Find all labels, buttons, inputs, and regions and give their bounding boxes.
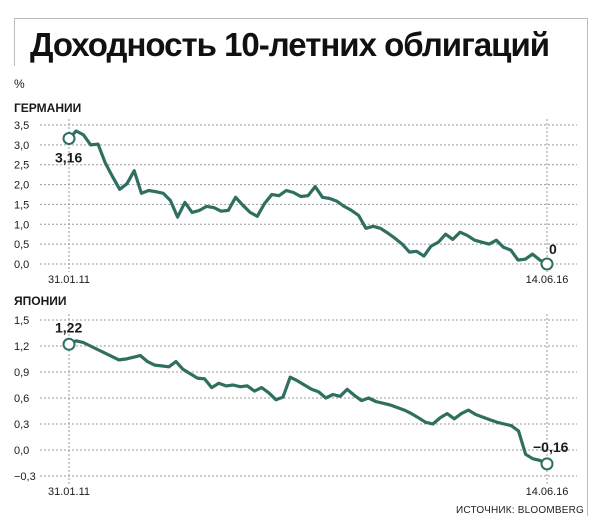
chart-title: Доходность 10-летних облигаций [30,26,550,63]
chart-1-y-tick-label: 3,0 [14,140,29,152]
chart-2-y-tick-label: 1,2 [14,341,29,353]
chart-1-series-line [67,129,549,266]
unit-label: % [14,77,25,91]
chart-2-y-tick-label: 0,9 [14,367,29,379]
chart-1-y-tick-label: 1,5 [14,199,29,211]
chart-1-y-tick-label: 1,0 [14,219,29,231]
chart-1-end-marker [540,257,554,271]
chart-1-end-value-label: 0 [549,241,557,257]
source-note: ИСТОЧНИК: BLOOMBERG [455,505,584,516]
chart-2-y-tick-label: 0,6 [14,393,29,405]
chart-2-x-end-label: 14.06.16 [526,486,569,498]
frame-left-edge [14,18,15,66]
chart-1-start-value-label: 3,16 [55,150,82,166]
chart-2-start-value-label: 1,22 [55,319,82,335]
chart-1-start-marker [62,132,76,146]
chart-2-y-tick-label: −0,3 [14,471,36,483]
chart-2-end-value-label: −0,16 [533,439,569,455]
chart-2-end-marker [540,457,554,471]
frame-top-edge [14,18,588,19]
chart-1-series-label: ГЕРМАНИИ [14,101,81,115]
chart-1-y-tick-label: 0,0 [14,259,29,271]
chart-1-x-start-label: 31.01.11 [48,274,90,286]
chart-2-y-tick-label: 0,0 [14,445,29,457]
chart-2-series-label: ЯПОНИИ [14,294,67,308]
chart-1-y-tick-label: 0,5 [14,239,29,251]
chart-1-y-tick-label: 2,5 [14,160,29,172]
chart-2-series-line [67,339,549,466]
chart-1-y-tick-label: 3,5 [14,120,29,132]
chart-1-y-tick-label: 2,0 [14,180,29,192]
chart-2-y-tick-label: 0,3 [14,419,29,431]
chart-2-start-marker [62,337,76,351]
chart-2-x-start-label: 31.01.11 [48,486,90,498]
frame-right-edge [587,18,588,516]
chart-2-y-tick-label: 1,5 [14,315,29,327]
chart-1-x-end-label: 14.06.16 [526,274,569,286]
